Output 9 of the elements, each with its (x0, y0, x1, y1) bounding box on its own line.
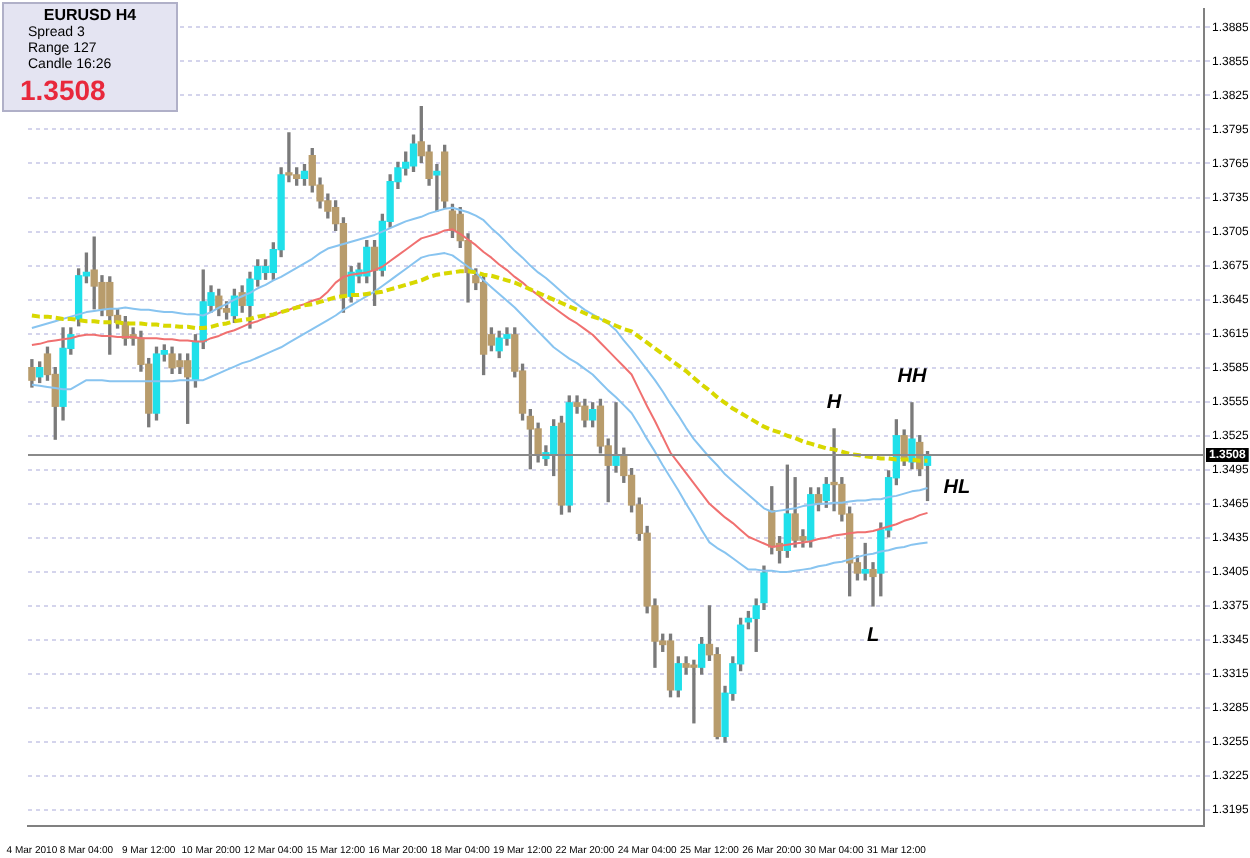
annotation: L (866, 625, 880, 648)
annotation: HH (897, 366, 928, 389)
candlestick (433, 163, 441, 212)
chart-title: EURUSD H4 (41, 6, 139, 25)
candlestick (612, 402, 620, 473)
annotation: HL (943, 477, 971, 500)
candlestick (690, 659, 698, 724)
annotation: H (826, 392, 843, 415)
annotation: 1.3508 (18, 74, 108, 106)
